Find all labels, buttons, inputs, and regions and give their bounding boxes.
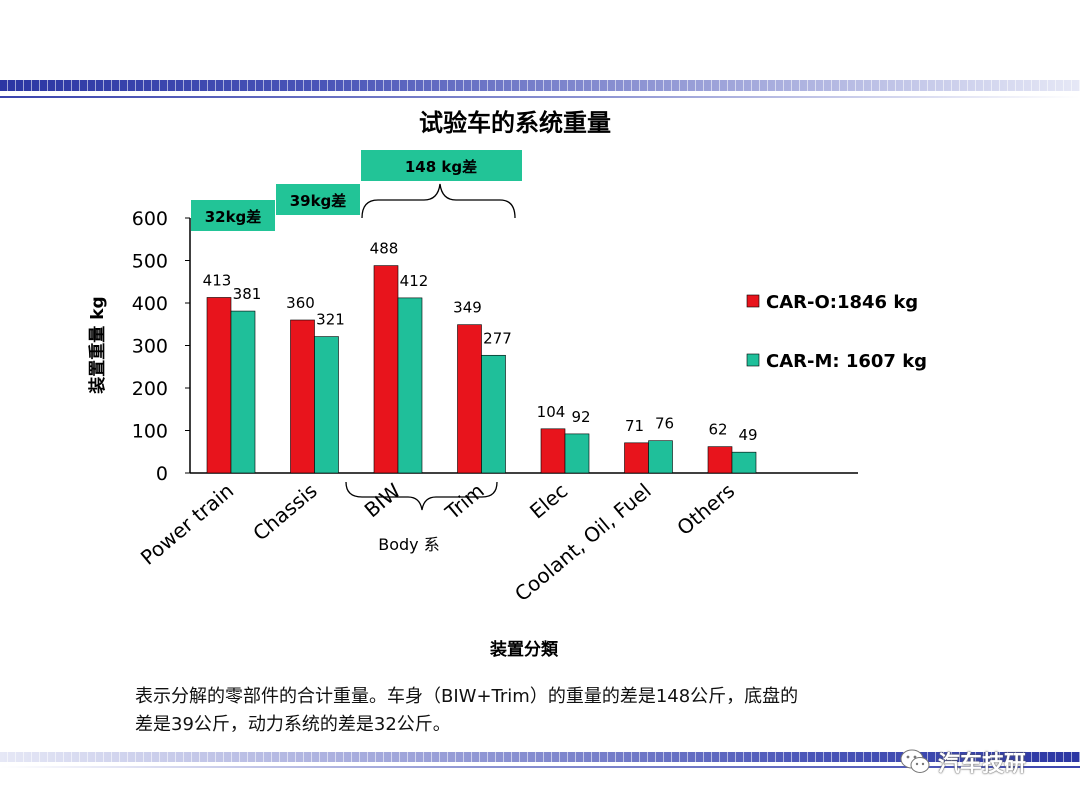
x-tick-label: Trim [440,478,489,524]
bar [564,433,590,474]
caption-line-2: 差是39公斤，动力系统的差是32公斤。 [135,714,451,735]
bar [230,310,256,474]
y-tick-label: 200 [132,378,168,400]
data-label: 412 [400,272,429,290]
data-label: 92 [571,408,590,426]
watermark-text: 汽车技研 [938,752,1027,777]
data-label: 62 [708,421,727,439]
bar [731,451,757,474]
x-tick-label: Coolant, Oil, Fuel [510,478,656,606]
bar [540,428,566,474]
y-tick-label: 600 [132,208,168,230]
diff-box-powertrain [191,200,275,231]
bottom-decor-ticks [0,752,1080,762]
top-decor-ticks [0,80,1080,91]
legend-label: CAR-M: 1607 kg [766,351,927,372]
x-axis-label: 装置分類 [489,639,559,660]
body-group-label: Body 系 [378,535,439,554]
data-label: 321 [316,311,345,329]
watermark: 汽车技研 [900,744,1026,780]
data-label: 488 [370,240,399,258]
bar [481,354,506,474]
bar [707,446,733,474]
legend-swatch [746,294,760,308]
data-label: 71 [625,417,644,435]
y-tick-label: 400 [132,293,168,315]
data-label: 349 [453,299,482,317]
wechat-icon [900,749,930,773]
diff-label-body: 148 kg差 [405,158,477,176]
chart-legend: CAR-O:1846 kg CAR-M: 1607 kg [746,292,927,372]
y-tick-label: 300 [132,336,168,358]
data-label: 49 [738,426,757,444]
data-label: 76 [655,415,674,433]
caption-line-1: 表示分解的零部件的合计重量。车身（BIW+Trim）的重量的差是148公斤，底盘… [135,686,799,707]
y-tick-label: 0 [156,463,168,485]
data-label: 413 [203,271,232,289]
bar [457,324,482,474]
x-tick-label: BIW [360,478,406,522]
diff-box-chassis [276,184,360,215]
diff-box-body [361,150,522,181]
chart-bars [206,265,757,474]
chart-title: 试验车的系统重量 [419,109,611,137]
x-tick-label: Elec [525,478,572,523]
body-group-brace [345,481,498,511]
y-tick-label: 100 [132,421,168,443]
body-top-brace [361,183,516,219]
diff-label-powertrain: 32kg差 [205,208,262,226]
legend-swatch [746,353,760,367]
legend-label: CAR-O:1846 kg [766,292,918,313]
bar [648,440,673,474]
x-tick-label: Chassis [248,478,321,545]
diff-label-chassis: 39kg差 [290,192,347,210]
data-label: 381 [233,285,262,303]
x-tick-label: Power train [136,478,238,569]
bar [206,297,232,474]
caption: 表示分解的零部件的合计重量。车身（BIW+Trim）的重量的差是148公斤，底盘… [135,683,935,739]
top-decor-line [0,96,1080,98]
data-label: 277 [483,329,512,347]
data-label: 360 [286,294,315,312]
y-tick-label: 500 [132,251,168,273]
bar [314,336,339,474]
data-label: 104 [537,403,566,421]
bar [290,319,315,474]
bar-chart: 试验车的系统重量 32kg差 39kg差 148 kg差 0 100 200 300 4… [87,109,927,660]
bottom-decor-line [0,766,1080,768]
bar [397,297,423,474]
bar [373,265,399,474]
bar [624,442,649,474]
y-axis-label: 装置重量 kg [87,296,108,394]
diff-annotations: 32kg差 39kg差 148 kg差 [191,150,522,231]
x-tick-label: Others [672,478,739,540]
